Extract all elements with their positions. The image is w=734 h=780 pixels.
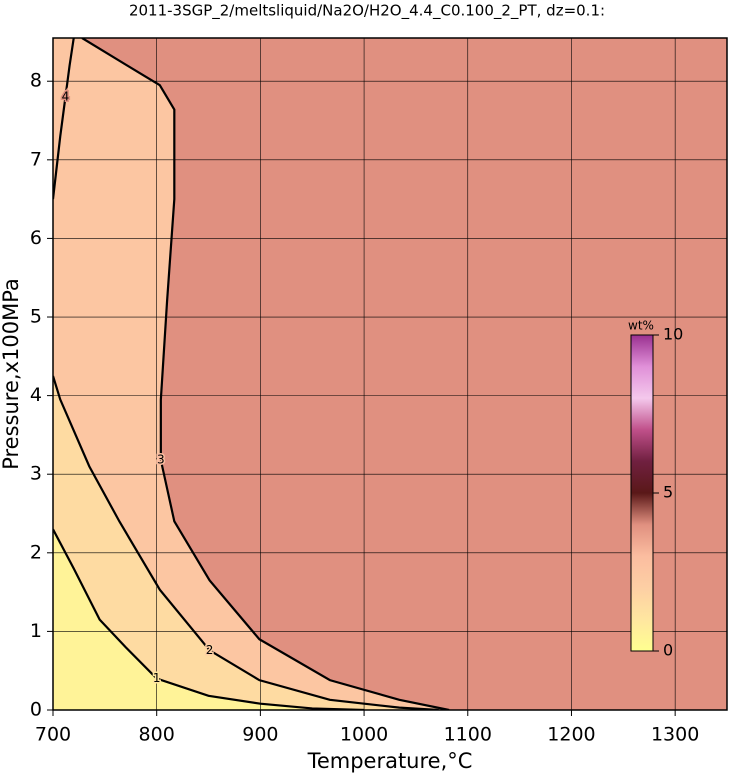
y-tick-label: 5 xyxy=(30,306,42,328)
y-tick-label: 4 xyxy=(30,384,42,406)
chart-title: 2011-3SGP_2/meltsliquid/Na2O/H2O_4.4_C0.… xyxy=(129,2,605,21)
contour-label: 1 xyxy=(153,671,161,685)
colorbar-label: wt% xyxy=(628,319,654,333)
y-tick-label: 0 xyxy=(30,699,42,721)
y-tick-label: 6 xyxy=(30,227,42,249)
x-tick-label: 1000 xyxy=(340,724,388,746)
x-tick-label: 1300 xyxy=(651,724,699,746)
y-tick-label: 3 xyxy=(30,463,42,485)
x-tick-label: 700 xyxy=(35,724,71,746)
y-tick-label: 7 xyxy=(30,148,42,170)
contour-line xyxy=(81,38,450,710)
x-tick-label: 900 xyxy=(242,724,278,746)
x-tick-label: 800 xyxy=(139,724,175,746)
contour-lines: 1 2 3 4 xyxy=(53,38,450,710)
contour-line xyxy=(53,528,365,710)
contour-line xyxy=(53,375,439,710)
colorbar-tick-label: 10 xyxy=(663,325,683,344)
colorbar-tick-label: 0 xyxy=(663,641,673,660)
contour-line xyxy=(53,38,75,200)
contour-label: 2 xyxy=(206,643,214,657)
x-axis-label: Temperature,°C xyxy=(307,749,473,773)
y-tick-label: 8 xyxy=(30,70,42,92)
colorbar-tick-label: 5 xyxy=(663,483,673,502)
y-tick-label: 1 xyxy=(30,620,42,642)
x-tick-label: 1100 xyxy=(444,724,492,746)
contour-fills xyxy=(53,38,727,710)
plot-frame xyxy=(52,37,728,711)
contour-label: 4 xyxy=(62,89,70,103)
colorbar xyxy=(630,334,654,652)
y-axis-label: Pressure,x100MPa xyxy=(0,278,23,470)
contour-label: 3 xyxy=(157,453,165,467)
contour-fill xyxy=(53,38,450,710)
x-tick-label: 1200 xyxy=(547,724,595,746)
colorbar-ticks: 0 5 10 xyxy=(653,325,683,660)
contour-fill xyxy=(53,38,365,710)
y-tick-label: 2 xyxy=(30,541,42,563)
